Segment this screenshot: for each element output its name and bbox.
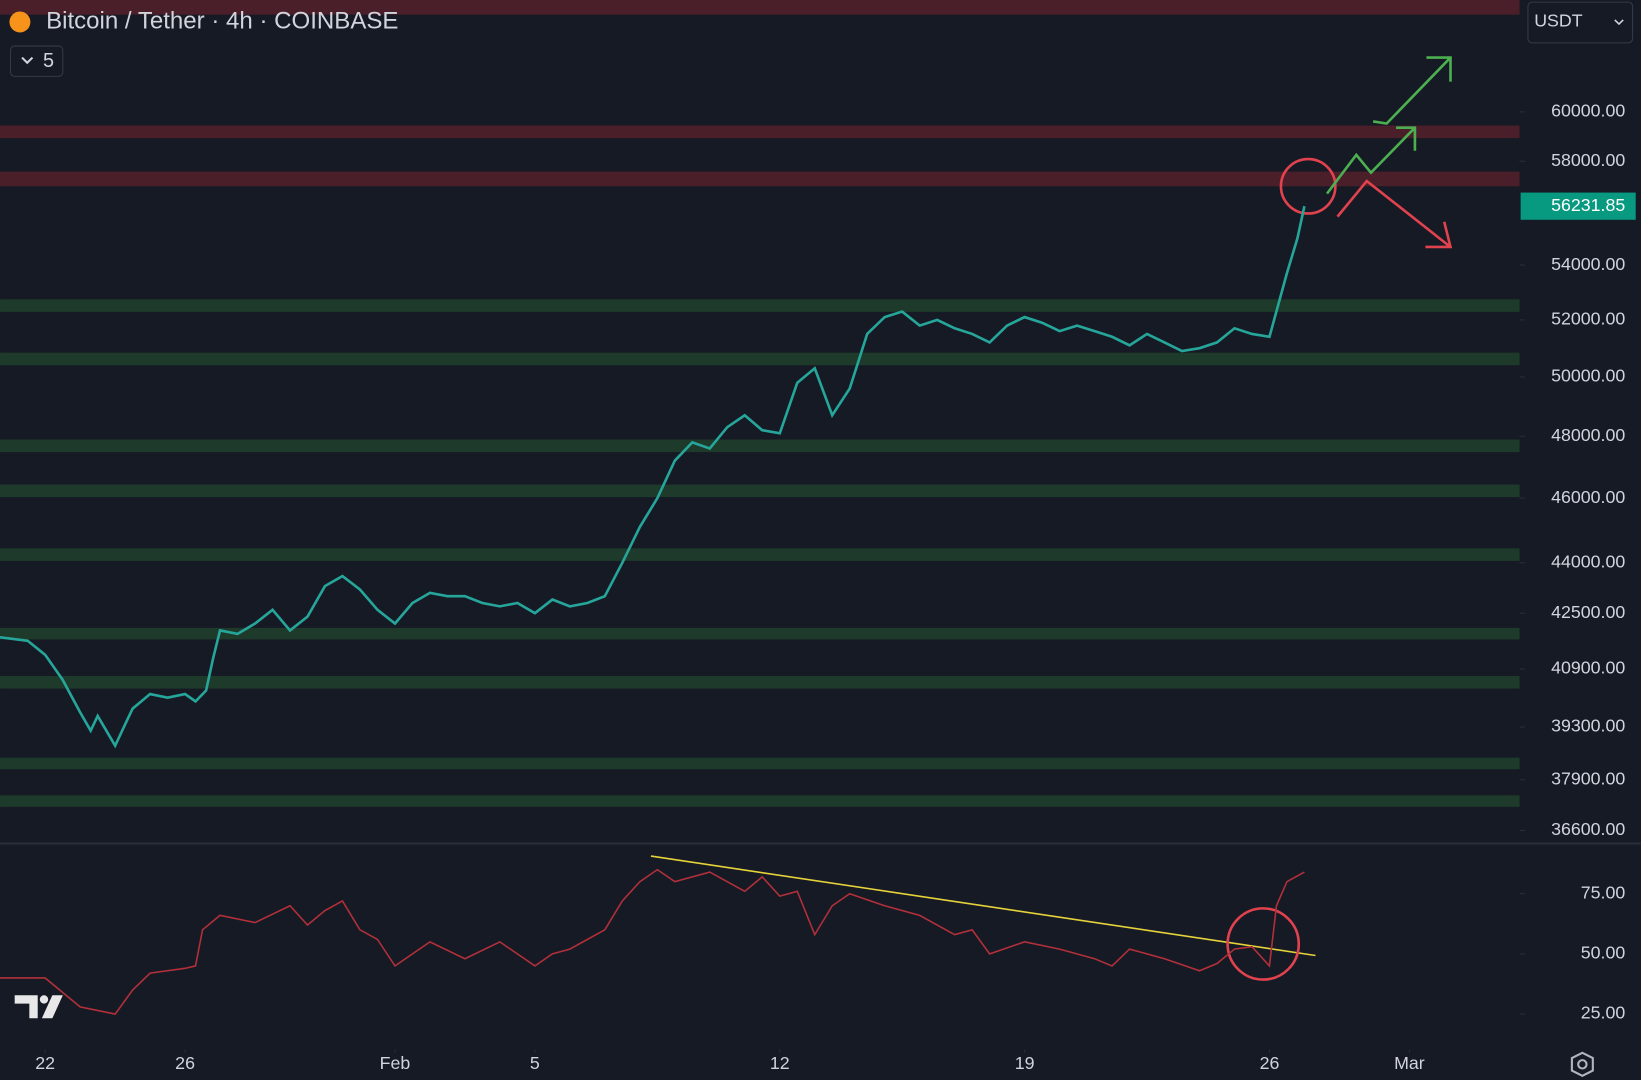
series-line (0, 205, 1306, 749)
y-tick-label: 37900.00 (1551, 768, 1625, 788)
y-tick-label: 42500.00 (1551, 602, 1625, 622)
zone (0, 299, 1520, 312)
y-tick-label: 46000.00 (1551, 487, 1625, 507)
zone (0, 627, 1520, 640)
highlight-circle (1279, 157, 1337, 215)
y-tick-label: 50.00 (1581, 943, 1626, 963)
y-tick-label: 48000.00 (1551, 425, 1625, 445)
highlight-circle (1226, 907, 1301, 981)
tradingview-logo (14, 995, 63, 1019)
zone (0, 548, 1520, 561)
zone (0, 352, 1520, 366)
zone (0, 795, 1520, 807)
indicator-count[interactable]: 5 (43, 50, 54, 72)
indicator-toggle[interactable] (9, 45, 64, 77)
support-zones (0, 299, 1520, 807)
logo-dot (39, 995, 49, 1004)
trendline (650, 855, 1316, 957)
y-tick-label: 60000.00 (1551, 101, 1625, 121)
currency-select[interactable] (1527, 1, 1634, 44)
y-tick-label: 58000.00 (1551, 150, 1625, 170)
y-tick-label: 25.00 (1581, 1003, 1626, 1023)
arrowhead (1426, 56, 1452, 82)
zone (0, 439, 1520, 453)
zone (0, 757, 1520, 770)
zone (0, 0, 1520, 15)
symbol-title: Bitcoin / Tether · 4h · COINBASE (46, 7, 398, 34)
coin-icon (9, 11, 31, 33)
plot-layer: 60000.00 58000.00 54000.00 52000.00 50000.00… (0, 101, 1636, 1073)
arrow-up (1325, 126, 1416, 195)
y-tick-label: 54000.00 (1551, 254, 1625, 274)
settings-icon[interactable] (1570, 1051, 1594, 1077)
y-tick-label: 52000.00 (1551, 309, 1625, 329)
series-line (0, 868, 1305, 1015)
y-tick-label: 75.00 (1581, 882, 1626, 902)
resistance-zones (0, 0, 1520, 187)
x-tick-label: Mar (1394, 1053, 1425, 1073)
x-tick-label: 26 (175, 1053, 195, 1073)
y-tick-label: 40900.00 (1551, 658, 1625, 678)
chevron (1614, 19, 1624, 26)
zone (0, 171, 1520, 187)
x-tick-label: 26 (1260, 1053, 1280, 1073)
arrow-up (1372, 56, 1452, 125)
arrowhead (1425, 221, 1453, 249)
x-tick-label: 22 (35, 1053, 55, 1073)
zone (0, 484, 1520, 498)
x-tick-label: 19 (1015, 1053, 1035, 1073)
last-price-tag (1520, 192, 1636, 220)
arrow-down (1336, 179, 1452, 249)
chevron (21, 56, 34, 65)
annotations (650, 56, 1453, 981)
zone (0, 125, 1520, 139)
y-tick-label: 44000.00 (1551, 551, 1625, 571)
currency-label[interactable]: USDT (1534, 11, 1583, 31)
y-tick-label: 39300.00 (1551, 716, 1625, 736)
x-tick-label: Feb (380, 1053, 411, 1073)
y-tick-label: 50000.00 (1551, 366, 1625, 386)
zone (0, 676, 1520, 689)
logo (14, 995, 63, 1019)
x-tick-label: 5 (530, 1053, 540, 1073)
header: Bitcoin / Tether · 4h · COINBASE 5 USDT (9, 1, 1634, 77)
settings-dot (1577, 1059, 1588, 1070)
y-tick-label: 36600.00 (1551, 819, 1625, 839)
settings-hex[interactable] (1570, 1051, 1594, 1077)
arrowhead (1396, 126, 1417, 151)
x-tick-label: 12 (770, 1053, 790, 1073)
last-price-label: 56231.85 (1551, 195, 1625, 215)
